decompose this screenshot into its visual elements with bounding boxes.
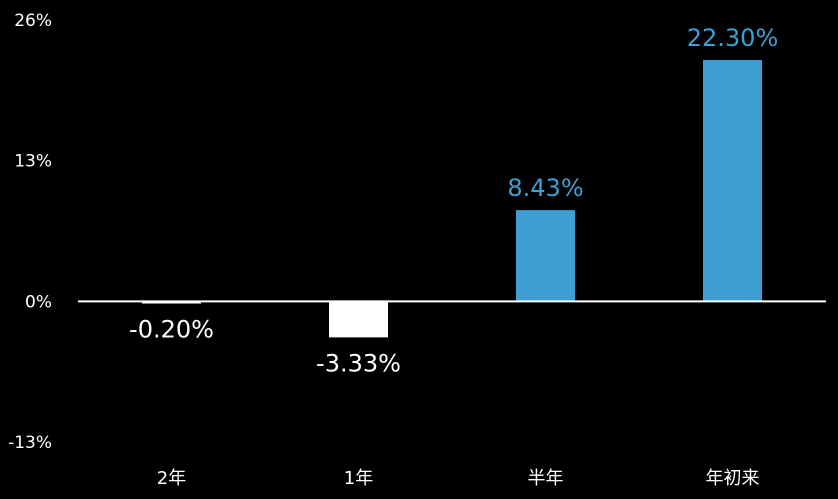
data-label: -3.33% [316, 349, 401, 377]
y-tick-label: -13% [8, 433, 52, 453]
bars [142, 60, 762, 338]
y-tick-label: 13% [14, 152, 52, 172]
data-label: 22.30% [687, 24, 779, 52]
x-tick-label: 2年 [157, 468, 186, 489]
y-tick-label: 0% [25, 292, 52, 312]
x-tick-label: 1年 [344, 468, 373, 489]
bar [516, 210, 575, 302]
data-label: -0.20% [129, 315, 214, 343]
x-tick-label: 年初来 [706, 468, 760, 489]
y-tick-label: 26% [14, 11, 52, 31]
value-labels: -0.20% -3.33% 8.43% 22.30% [129, 24, 778, 377]
bar [329, 301, 388, 338]
bar [142, 301, 201, 304]
y-axis-ticks: -13% 0% 13% 26% [8, 11, 52, 453]
data-label: 8.43% [507, 174, 583, 202]
bar [703, 60, 762, 302]
x-axis-ticks: 2年 1年 半年 年初来 [157, 468, 760, 489]
x-tick-label: 半年 [528, 468, 564, 489]
